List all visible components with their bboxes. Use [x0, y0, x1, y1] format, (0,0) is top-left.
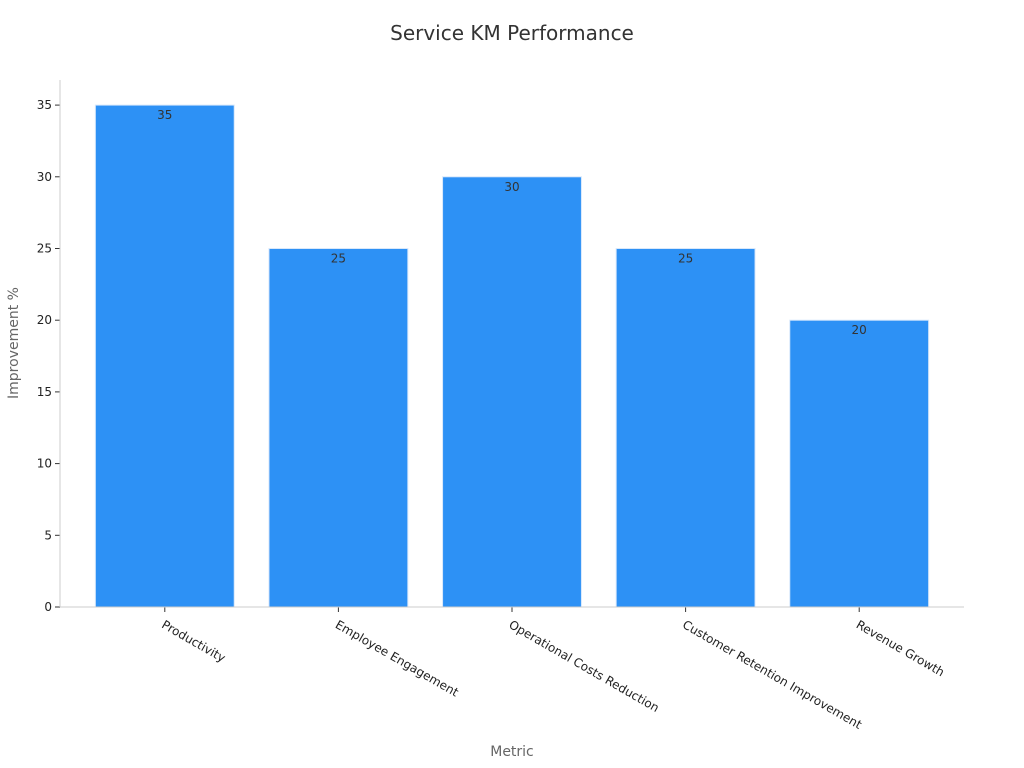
y-tick-label: 35 [37, 98, 52, 112]
y-tick-label: 15 [37, 385, 52, 399]
y-tick-label: 25 [37, 241, 52, 255]
bar-data-label: 25 [331, 251, 346, 265]
bar [789, 319, 930, 608]
bar-data-label: 20 [852, 323, 867, 337]
bar [268, 247, 409, 608]
x-tick-label: Employee Engagement [333, 617, 461, 699]
bar [615, 247, 756, 608]
bar-data-label: 25 [678, 251, 693, 265]
x-tick-label: Customer Retention Improvement [680, 617, 864, 732]
y-tick-label: 20 [37, 313, 52, 327]
bar [442, 176, 582, 608]
bar [94, 104, 235, 608]
plot-area: 0 5 10 15 20 25 30 35 35 Productivity 25 Employee E… [37, 98, 947, 732]
x-tick-label: Revenue Growth [854, 617, 947, 679]
x-tick-label: Productivity [159, 617, 228, 665]
chart-title: Service KM Performance [390, 21, 634, 45]
x-axis-title: Metric [490, 744, 534, 760]
x-tick-label: Operational Costs Reduction [507, 617, 662, 715]
y-tick-label: 0 [44, 600, 52, 614]
bar-data-label: 30 [504, 180, 519, 194]
y-tick-label: 30 [37, 170, 52, 184]
y-tick-label: 10 [37, 457, 52, 471]
y-axis-title: Improvement % [6, 287, 22, 399]
y-tick-label: 5 [44, 528, 52, 542]
bar-data-label: 35 [157, 108, 172, 122]
